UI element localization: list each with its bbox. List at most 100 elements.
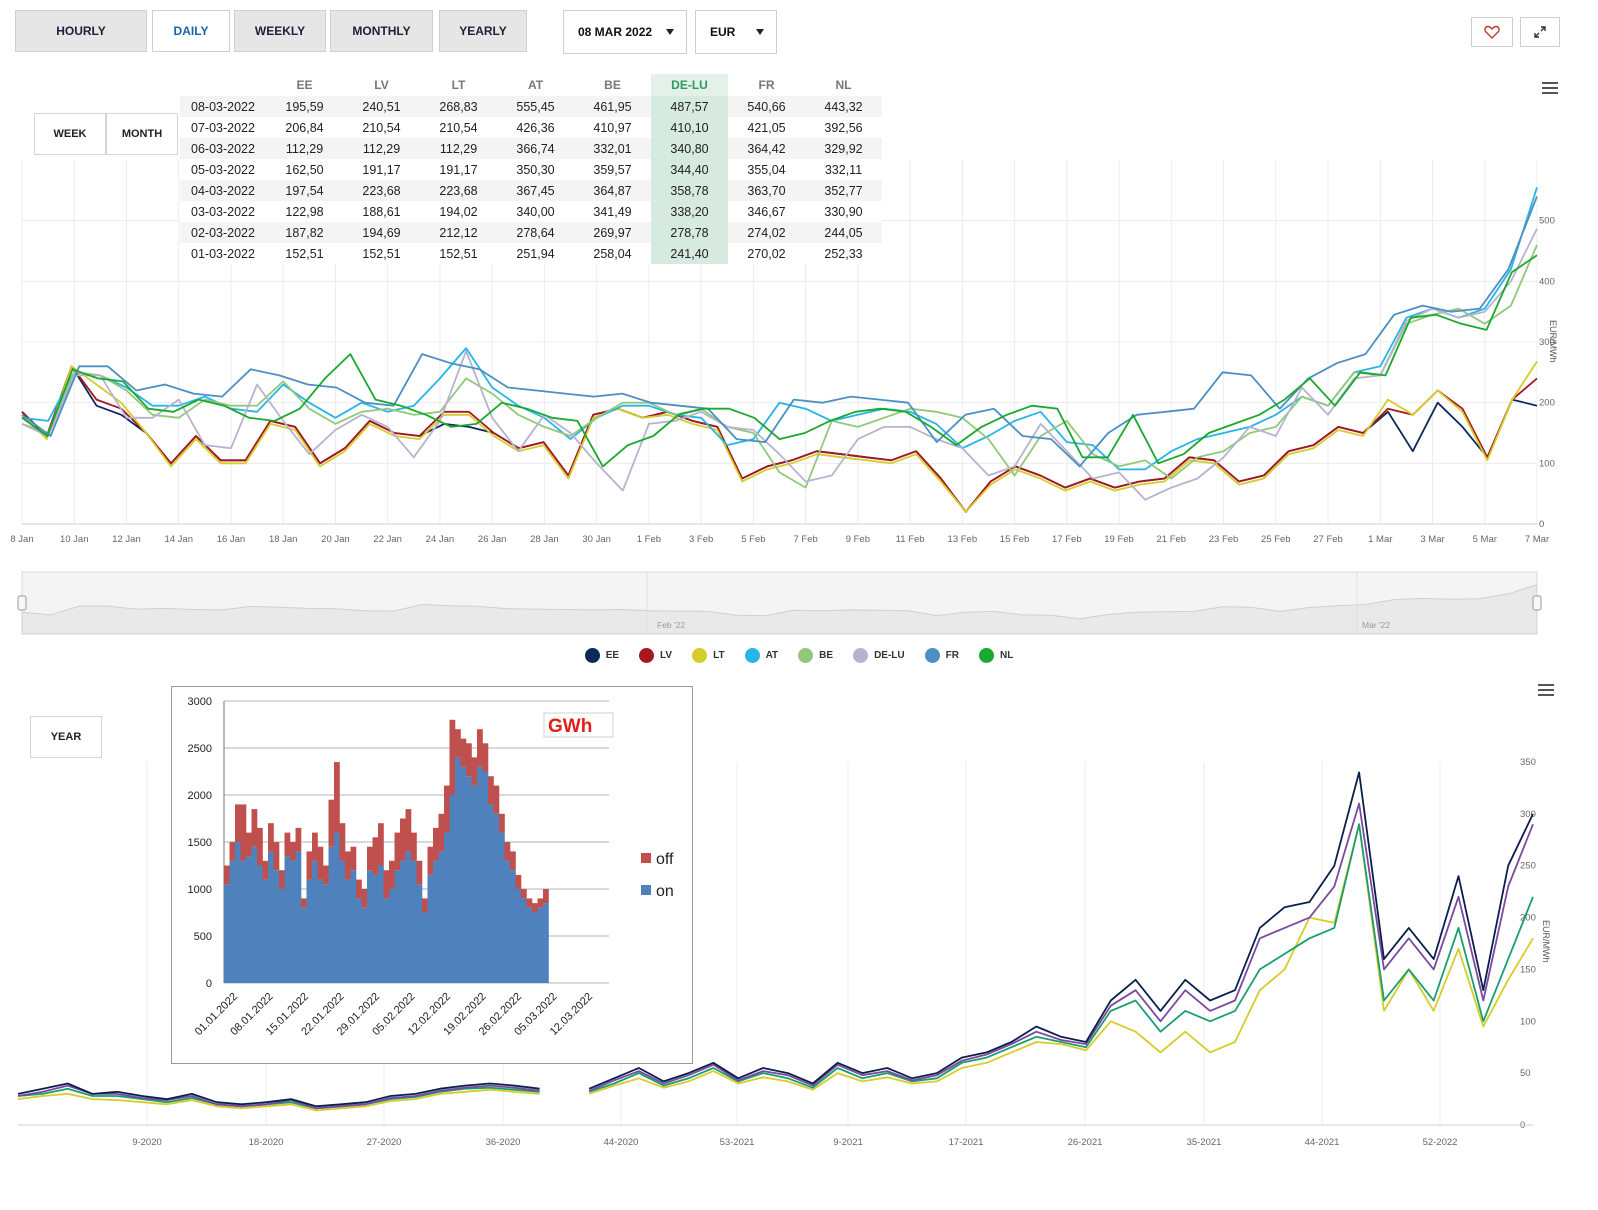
chart-menu-button[interactable] bbox=[1542, 82, 1558, 96]
series-line-purple bbox=[17, 1084, 540, 1110]
bar-on bbox=[449, 795, 456, 983]
bar-on bbox=[499, 832, 505, 983]
x-tick-label: 26-2021 bbox=[1068, 1137, 1103, 1148]
bar-off bbox=[246, 832, 252, 857]
table-cell: 358,78 bbox=[651, 180, 728, 201]
legend-item-de-lu[interactable]: DE-LU bbox=[853, 647, 905, 663]
bar-on bbox=[438, 851, 445, 983]
table-cell: 366,74 bbox=[516, 141, 555, 156]
series-line-green bbox=[588, 823, 1534, 1093]
table-cell: 332,11 bbox=[824, 162, 863, 177]
bar-on bbox=[400, 860, 406, 983]
tab-hourly[interactable]: HOURLY bbox=[15, 10, 147, 52]
navigator-handle-right[interactable] bbox=[1532, 595, 1542, 611]
legend-item-be[interactable]: BE bbox=[798, 647, 833, 663]
chevron-down-icon bbox=[756, 29, 764, 35]
bar-on bbox=[257, 865, 263, 983]
bar-off bbox=[251, 809, 258, 847]
table-cell: 364,87 bbox=[593, 183, 632, 198]
table-cell: 367,45 bbox=[516, 183, 555, 198]
daily-price-chart: 8 Jan 10 Jan 12 Jan 14 Jan 16 Jan 18 Jan 20 Ja… bbox=[10, 160, 1558, 635]
x-tick-label: 5 Mar bbox=[1473, 534, 1497, 545]
bar-off bbox=[323, 865, 329, 885]
legend-label-off: off bbox=[656, 851, 674, 868]
tab-monthly[interactable]: MONTHLY bbox=[330, 10, 433, 52]
navigator-handle-left[interactable] bbox=[17, 595, 27, 611]
table-header-be: BE bbox=[604, 78, 621, 92]
legend-item-fr[interactable]: FR bbox=[924, 647, 959, 663]
series-line-be bbox=[21, 244, 1538, 489]
bar-on bbox=[273, 870, 280, 983]
table-cell: 152,51 bbox=[439, 246, 478, 261]
tab-daily[interactable]: DAILY bbox=[152, 10, 230, 52]
bar-off bbox=[416, 860, 423, 885]
year-button[interactable]: YEAR bbox=[30, 716, 102, 758]
table-cell: 241,40 bbox=[651, 243, 728, 264]
tab-weekly[interactable]: WEEKLY bbox=[234, 10, 326, 52]
bar-on bbox=[477, 766, 483, 983]
bar-off bbox=[400, 818, 406, 861]
bar-on bbox=[284, 856, 291, 983]
legend-item-ee[interactable]: EE bbox=[584, 647, 619, 663]
month-button[interactable]: MONTH bbox=[106, 113, 178, 155]
legend-label: AT bbox=[765, 649, 779, 661]
bar-on bbox=[328, 846, 335, 983]
weekly-price-chart: 9-2020 18-2020 27-2020 36-2020 44-2020 53-202… bbox=[17, 757, 1551, 1148]
expand-button[interactable] bbox=[1520, 17, 1560, 47]
bar-on bbox=[444, 832, 450, 983]
chart-menu-button-2[interactable] bbox=[1538, 684, 1554, 698]
bar-on bbox=[394, 870, 401, 983]
bar-off bbox=[383, 870, 390, 899]
x-tick-label: 25 Feb bbox=[1261, 534, 1291, 545]
x-tick-label: 53-2021 bbox=[720, 1137, 755, 1148]
bar-on bbox=[350, 870, 357, 983]
bar-on bbox=[411, 860, 417, 983]
currency-select-value: EUR bbox=[710, 25, 736, 39]
table-row: 05-03-2022 162,50 191,17 191,17 350,30 359,57… bbox=[180, 159, 882, 180]
bar-on bbox=[367, 870, 373, 983]
y-axis-label: EUR/MWh bbox=[1548, 320, 1558, 363]
x-tick-label: 1 Feb bbox=[637, 534, 661, 545]
date-select[interactable]: 08 MAR 2022 bbox=[563, 10, 687, 54]
legend-item-at[interactable]: AT bbox=[744, 647, 779, 663]
bar-on bbox=[405, 851, 412, 983]
gwh-inset-chart: 0 500 1000 1500 2000 2500 3000 01.01.2022 08.01.… bbox=[171, 686, 693, 1064]
y-tick-label: 1500 bbox=[188, 837, 212, 849]
x-tick-label: 3 Feb bbox=[689, 534, 713, 545]
legend-label: LT bbox=[713, 649, 725, 661]
bar-on bbox=[323, 884, 329, 983]
table-cell: 392,56 bbox=[824, 120, 863, 135]
x-tick-label: 30 Jan bbox=[582, 534, 611, 545]
currency-select[interactable]: EUR bbox=[695, 10, 777, 54]
table-cell: 112,29 bbox=[285, 141, 324, 156]
legend-item-nl[interactable]: NL bbox=[978, 647, 1013, 663]
table-cell: 352,77 bbox=[824, 183, 863, 198]
table-cell: 251,94 bbox=[516, 246, 555, 261]
legend-label: DE-LU bbox=[874, 649, 905, 661]
legend-item-lv[interactable]: LV bbox=[639, 647, 672, 663]
bar-off bbox=[532, 903, 538, 913]
bar-on bbox=[521, 898, 527, 983]
series-line-lt bbox=[21, 360, 1538, 513]
bar-on bbox=[460, 766, 467, 983]
table-cell: 194,02 bbox=[439, 204, 478, 219]
table-cell-date: 01-03-2022 bbox=[191, 246, 255, 261]
table-cell: 421,05 bbox=[747, 120, 786, 135]
x-tick-label: 24 Jan bbox=[426, 534, 455, 545]
bar-off bbox=[477, 729, 483, 767]
bar-off bbox=[521, 889, 527, 899]
table-cell: 487,57 bbox=[651, 96, 728, 117]
x-tick-label: 18-2020 bbox=[249, 1137, 284, 1148]
year-button-label: YEAR bbox=[50, 731, 82, 743]
y-tick-label: 100 bbox=[1520, 1016, 1536, 1027]
favorite-button[interactable] bbox=[1471, 17, 1513, 47]
tab-yearly[interactable]: YEARLY bbox=[439, 10, 527, 52]
table-cell: 223,68 bbox=[439, 183, 478, 198]
y-tick-label: 350 bbox=[1520, 757, 1536, 768]
legend-item-lt[interactable]: LT bbox=[692, 647, 725, 663]
bar-on bbox=[537, 907, 544, 983]
table-cell-date: 03-03-2022 bbox=[191, 204, 255, 219]
table-row: 01-03-2022 152,51 152,51 152,51 251,94 258,04… bbox=[180, 243, 882, 264]
week-button[interactable]: WEEK bbox=[34, 113, 106, 155]
bar-on bbox=[515, 889, 522, 983]
